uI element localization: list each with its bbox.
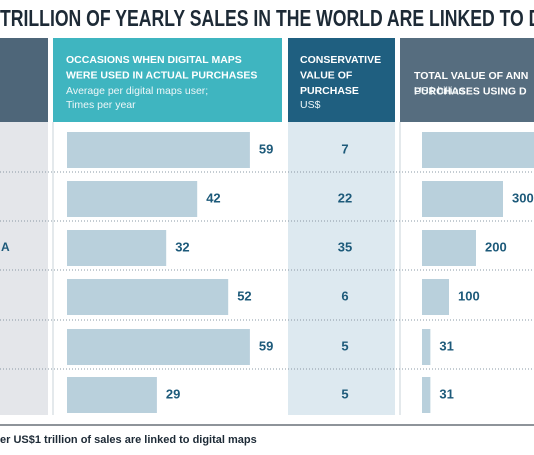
value-label: 100 xyxy=(458,288,480,303)
bar xyxy=(67,230,167,266)
column-heading: VALUE OF xyxy=(300,69,353,81)
column-subheading: US$ billion xyxy=(414,85,464,97)
bar xyxy=(422,329,431,365)
body-cell xyxy=(288,122,395,415)
value-label: 52 xyxy=(237,288,251,303)
footer: er US$1 trillion of sales are linked to … xyxy=(0,434,257,446)
value-label: 31 xyxy=(439,338,453,353)
bar xyxy=(67,329,250,365)
header-cell xyxy=(0,38,48,122)
value-label: 32 xyxy=(175,239,189,254)
row-label: A xyxy=(1,240,10,254)
body-cell xyxy=(0,122,48,415)
value-label: 300 xyxy=(512,190,534,205)
column-heading: PURCHASES USING D xyxy=(414,85,527,97)
bar xyxy=(67,377,157,413)
value-label: 31 xyxy=(439,386,453,401)
value-label: 42 xyxy=(206,190,220,205)
bar xyxy=(67,132,250,168)
value-label: 59 xyxy=(259,338,273,353)
header-cell xyxy=(288,38,395,122)
column-heading: WERE USED IN ACTUAL PURCHASES xyxy=(66,69,257,81)
bar xyxy=(422,230,476,266)
column-subheading: Times per year xyxy=(66,99,136,111)
value-label: 35 xyxy=(338,239,352,254)
bar xyxy=(422,377,431,413)
bar xyxy=(422,279,449,315)
value-label: 200 xyxy=(485,239,507,254)
column-heading: OCCASIONS WHEN DIGITAL MAPS xyxy=(66,54,242,66)
header-cell xyxy=(53,38,282,122)
bar xyxy=(67,279,229,315)
value-label: 6 xyxy=(341,288,348,303)
column-heading: TOTAL VALUE OF ANN xyxy=(414,70,528,82)
value-label: 5 xyxy=(341,386,348,401)
column-subheading: US$ xyxy=(300,99,321,111)
value-label: 7 xyxy=(341,141,348,156)
value-label: 29 xyxy=(166,386,180,401)
bar xyxy=(422,132,534,168)
value-label: 5 xyxy=(341,338,348,353)
bar xyxy=(422,181,503,217)
value-label: 59 xyxy=(259,141,273,156)
column-heading: PURCHASE xyxy=(300,85,359,97)
value-label: 22 xyxy=(338,190,352,205)
header-cell xyxy=(400,38,534,122)
bar xyxy=(67,181,198,217)
column-heading: CONSERVATIVE xyxy=(300,54,381,66)
title: TRILLION OF YEARLY SALES IN THE WORLD AR… xyxy=(0,5,534,31)
column-subheading: Average per digital maps user; xyxy=(66,85,208,97)
